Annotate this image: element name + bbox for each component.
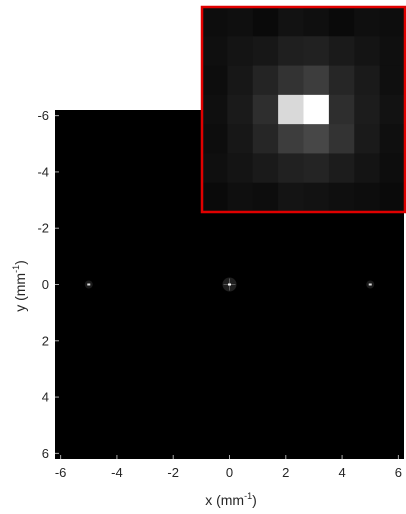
- inset-pixel: [227, 94, 254, 125]
- x-tick-label: 2: [282, 465, 289, 480]
- inset-pixel: [227, 65, 254, 96]
- x-axis: -6 -4 -2 0 2 4 6: [55, 455, 402, 480]
- inset-pixel: [328, 124, 355, 154]
- inset-pixel: [303, 7, 330, 37]
- inset-pixel: [227, 153, 254, 184]
- inset-pixel: [252, 7, 279, 37]
- peaks-layer: [84, 277, 375, 292]
- x-tick-label: 6: [395, 465, 402, 480]
- inset-pixel: [354, 153, 381, 184]
- inset-pixel: [278, 36, 304, 67]
- inset-pixel: [202, 7, 228, 37]
- inset-border: [200, 5, 406, 214]
- inset-pixel: [227, 182, 254, 213]
- inset-pixel: [328, 94, 355, 125]
- x-tick-label: 0: [226, 465, 233, 480]
- left-peak-core: [87, 283, 91, 286]
- inset-pixel: [278, 124, 304, 154]
- inset-pixel: [278, 153, 304, 184]
- y-tick-label: 6: [42, 446, 49, 461]
- y-tick-label: 0: [42, 277, 49, 292]
- inset-pixel: [354, 94, 381, 125]
- inset-pixel: [202, 153, 228, 184]
- center-peak-core: [228, 283, 231, 286]
- inset-pixel: [227, 7, 254, 37]
- inset-pixel: [328, 36, 355, 67]
- inset-pixel: [227, 124, 254, 154]
- inset-pixel: [278, 182, 304, 213]
- inset-pixel: [252, 94, 279, 125]
- inset-pixel: [303, 182, 330, 213]
- right-peak: [366, 280, 375, 289]
- inset-pixel: [278, 94, 304, 125]
- inset-pixel: [227, 36, 254, 67]
- inset-pixel: [278, 65, 304, 96]
- inset-pixel: [379, 182, 406, 213]
- inset-pixel: [202, 124, 228, 154]
- inset-pixel: [379, 65, 406, 96]
- inset-pixel: [252, 124, 279, 154]
- inset-pixel: [379, 7, 406, 37]
- inset-pixels: [202, 7, 406, 213]
- inset-pixel: [379, 36, 406, 67]
- inset-pixel: [328, 7, 355, 37]
- inset-zoom: [200, 5, 406, 214]
- inset-pixel: [303, 94, 330, 125]
- inset-pixel: [354, 7, 381, 37]
- x-axis-label: x (mm-1): [205, 491, 257, 508]
- y-tick-label: -4: [37, 164, 49, 179]
- x-tick-label: -6: [55, 465, 67, 480]
- inset-pixel: [252, 36, 279, 67]
- inset-pixel: [354, 124, 381, 154]
- inset-pixel: [379, 94, 406, 125]
- left-peak: [84, 280, 93, 289]
- inset-pixel: [303, 124, 330, 154]
- y-tick-label: -6: [37, 108, 49, 123]
- inset-pixel: [278, 7, 304, 37]
- x-tick-label: -2: [167, 465, 179, 480]
- y-axis: -6 -4 -2 0 2 4 6: [37, 108, 59, 461]
- center-peak: [222, 277, 237, 292]
- y-tick-label: -2: [37, 221, 49, 236]
- inset-pixel: [379, 124, 406, 154]
- x-tick-label: 4: [338, 465, 345, 480]
- inset-pixel: [252, 153, 279, 184]
- inset-pixel: [328, 182, 355, 213]
- inset-pixel: [354, 65, 381, 96]
- inset-pixel: [303, 153, 330, 184]
- inset-pixel: [328, 153, 355, 184]
- inset-pixel: [354, 182, 381, 213]
- x-tick-label: -4: [111, 465, 123, 480]
- inset-pixel: [328, 65, 355, 96]
- inset-pixel: [202, 36, 228, 67]
- inset-pixel: [202, 65, 228, 96]
- inset-pixel: [303, 65, 330, 96]
- inset-pixel: [252, 65, 279, 96]
- inset-pixel: [379, 153, 406, 184]
- inset-pixel: [303, 36, 330, 67]
- right-peak-core: [368, 283, 372, 286]
- y-tick-label: 4: [42, 390, 49, 405]
- inset-pixel: [252, 182, 279, 213]
- inset-pixel: [202, 182, 228, 213]
- inset-pixel: [354, 36, 381, 67]
- inset-pixel: [202, 94, 228, 125]
- y-tick-label: 2: [42, 333, 49, 348]
- y-axis-label: y (mm-1): [11, 260, 28, 312]
